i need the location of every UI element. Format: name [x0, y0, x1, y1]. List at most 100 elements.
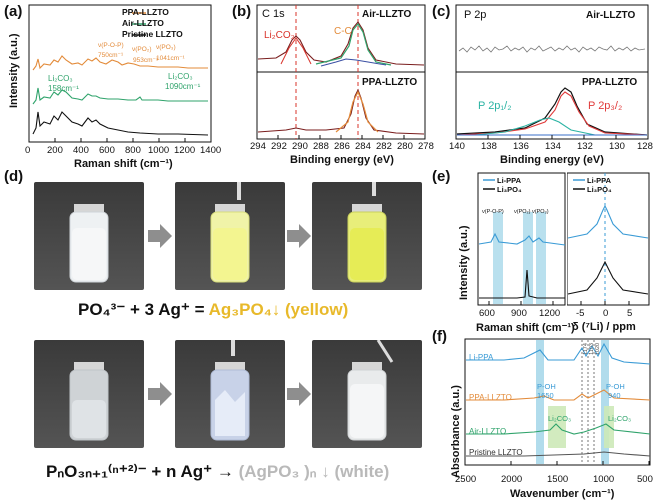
- photo-vial-1: [34, 182, 144, 290]
- f-poh1: P-OH: [537, 382, 556, 391]
- equation-1-right: Ag₃PO₄↓ (yellow): [208, 300, 349, 319]
- b-xtick-8: 278: [418, 141, 434, 152]
- c-xtick-3: 134: [545, 141, 561, 152]
- arrow-icon: [148, 224, 172, 248]
- annot-po2-val: 953cm⁻¹: [133, 57, 159, 64]
- c-xtick-0: 140: [449, 141, 465, 152]
- a-xtick-7: 1400: [200, 145, 222, 156]
- f-poh2-val: 940: [608, 391, 621, 400]
- annot-li2co3-a: Li₂CO₃: [48, 74, 73, 83]
- e-peak-label-1: ν(PO₂): [514, 209, 531, 215]
- panel-c-p32: P 2p₃/₂: [588, 100, 623, 112]
- e-xtick-right-0: -5: [576, 308, 585, 319]
- legend-ppa: PPA-LLZTO: [122, 7, 169, 17]
- panel-e-label: (e): [432, 168, 451, 185]
- b-xtick-1: 292: [271, 141, 287, 152]
- a-xtick-5: 1000: [148, 145, 170, 156]
- legend-pristine: Pristine LLZTO: [122, 29, 183, 39]
- c-xtick-4: 132: [577, 141, 593, 152]
- e-xtick-right-1: 0: [603, 308, 609, 319]
- panel-e-xlabel-right: δ (⁷Li) / ppm: [572, 321, 636, 333]
- b-xtick-2: 290: [292, 141, 308, 152]
- f-xtick-3: 1000: [593, 474, 615, 485]
- f-series-2: Air-LLZTO: [469, 427, 507, 436]
- panel-b-title: C 1s: [262, 8, 285, 20]
- photo-vial-6: [312, 340, 422, 448]
- panel-b-li2co3: Li₂CO₃: [264, 30, 295, 41]
- annot-li2co3-b-val: 1090cm⁻¹: [165, 82, 201, 91]
- panel-c-xlabel: Binding energy (eV): [500, 154, 604, 166]
- photo-vial-3: [312, 182, 422, 290]
- annot-po2-label: ν(PO₂): [132, 46, 152, 53]
- panel-f-xlabel: Wavenumber (cm⁻¹): [510, 488, 615, 500]
- e-xtick-left-2: 1200: [539, 308, 561, 319]
- f-li2co3-1: Li₂CO₃: [548, 414, 572, 423]
- a-xtick-1: 200: [47, 145, 63, 156]
- f-xtick-4: 500: [637, 474, 653, 485]
- f-xtick-2: 1500: [547, 474, 569, 485]
- photo-vial-4: [34, 340, 144, 448]
- b-xtick-5: 284: [355, 141, 371, 152]
- equation-1-left: PO₄³⁻ + 3 Ag⁺ =: [78, 300, 209, 319]
- b-xtick-6: 282: [376, 141, 392, 152]
- arrow-icon: [287, 382, 311, 406]
- annot-vpop: ν(P-O-P): [98, 42, 124, 49]
- c-xtick-5: 130: [609, 141, 625, 152]
- annot-vpop-val: 750cm⁻¹: [98, 52, 124, 59]
- f-xtick-0: 2500: [455, 474, 477, 485]
- f-poh1-val: 1650: [537, 391, 554, 400]
- panel-e-right-chart: [567, 172, 650, 306]
- photo-vial-5: [175, 340, 285, 448]
- b-xtick-7: 280: [397, 141, 413, 152]
- e-legend-left-1: Li₃PO₄: [497, 185, 522, 194]
- panel-c-title: P 2p: [464, 9, 487, 21]
- arrow-icon: [287, 224, 311, 248]
- panel-c-top-label: Air-LLZTO: [586, 10, 636, 21]
- b-xtick-0: 294: [250, 141, 266, 152]
- panel-e-xlabel-left: Raman shift (cm⁻¹): [476, 322, 575, 334]
- panel-e-ylabel: Intensity (a.u.): [458, 225, 470, 300]
- equation-2-left: PₙO₃ₙ₊₁⁽ⁿ⁺²⁾⁻ + n Ag⁺ →: [46, 462, 239, 481]
- panel-c-chart: [455, 4, 649, 140]
- equation-2: PₙO₃ₙ₊₁⁽ⁿ⁺²⁾⁻ + n Ag⁺ → (AgPO₃ )ₙ ↓ (whi…: [46, 462, 389, 482]
- b-xtick-3: 288: [313, 141, 329, 152]
- panel-a-xlabel: Raman shift (cm⁻¹): [74, 158, 173, 170]
- annot-po3-label: ν(PO₃): [156, 44, 176, 51]
- b-xtick-4: 286: [334, 141, 350, 152]
- panel-c-label: (c): [432, 3, 451, 20]
- f-poh2: P-OH: [606, 382, 625, 391]
- legend-air: Air-LLZTO: [122, 18, 164, 28]
- f-series-1: PPA-LLZTO: [469, 393, 512, 402]
- e-legend-right-0: Li-PPA: [587, 176, 612, 185]
- equation-1: PO₄³⁻ + 3 Ag⁺ = Ag₃PO₄↓ (yellow): [78, 300, 348, 320]
- e-legend-right-1: Li₃PO₄: [587, 185, 612, 194]
- e-xtick-right-2: 5: [627, 308, 633, 319]
- annot-po3-val: 1041cm⁻¹: [156, 55, 185, 62]
- panel-f-chart: [464, 338, 651, 466]
- e-xtick-left-0: 600: [479, 308, 495, 319]
- panel-a-ylabel: Intensity (a.u.): [8, 33, 20, 108]
- panel-b-chart: [256, 4, 426, 140]
- photo-vial-2: [175, 182, 285, 290]
- a-xtick-0: 0: [25, 145, 31, 156]
- e-peak-label-2: ν(PO₃): [532, 209, 549, 215]
- c-xtick-1: 138: [481, 141, 497, 152]
- arrow-icon: [148, 382, 172, 406]
- panel-c-bottom-label: PPA-LLZTO: [582, 77, 638, 88]
- panel-d-label: (d): [4, 168, 24, 185]
- e-xtick-left-1: 900: [511, 308, 527, 319]
- panel-a-chart: [28, 4, 212, 143]
- annot-li2co3-a-val: 158cm⁻¹: [48, 84, 79, 93]
- panel-b-top-label: Air-LLZTO: [362, 9, 412, 20]
- c-xtick-6: 128: [637, 141, 653, 152]
- f-series-3: Pristine LLZTO: [469, 448, 523, 457]
- panel-b-bottom-label: PPA-LLZTO: [362, 77, 418, 88]
- f-series-0: Li-PPA: [469, 353, 494, 362]
- e-legend-left-0: Li-PPA: [497, 176, 522, 185]
- equation-2-right: (AgPO₃ )ₙ ↓ (white): [238, 462, 390, 481]
- a-xtick-4: 800: [125, 145, 141, 156]
- panel-a-label: (a): [4, 3, 23, 20]
- e-peak-label-0: ν(P-O-P): [482, 209, 504, 215]
- annot-li2co3-b: Li₂CO₃: [168, 72, 193, 81]
- panel-b-label: (b): [232, 3, 252, 20]
